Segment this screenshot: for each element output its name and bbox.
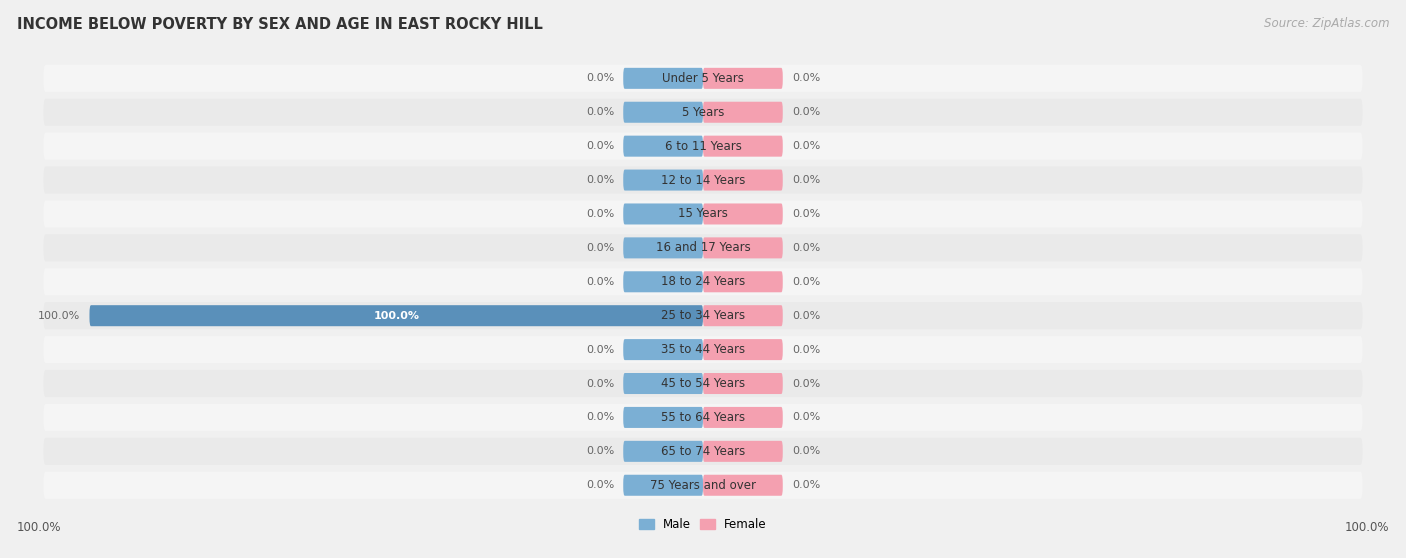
FancyBboxPatch shape bbox=[44, 234, 1362, 262]
FancyBboxPatch shape bbox=[703, 339, 783, 360]
Text: 35 to 44 Years: 35 to 44 Years bbox=[661, 343, 745, 356]
FancyBboxPatch shape bbox=[44, 65, 1362, 92]
FancyBboxPatch shape bbox=[44, 370, 1362, 397]
Text: 0.0%: 0.0% bbox=[792, 446, 820, 456]
Text: 0.0%: 0.0% bbox=[586, 243, 614, 253]
Text: 0.0%: 0.0% bbox=[792, 311, 820, 321]
FancyBboxPatch shape bbox=[703, 204, 783, 224]
FancyBboxPatch shape bbox=[623, 271, 703, 292]
FancyBboxPatch shape bbox=[623, 339, 703, 360]
FancyBboxPatch shape bbox=[44, 472, 1362, 499]
Text: 16 and 17 Years: 16 and 17 Years bbox=[655, 242, 751, 254]
Text: 0.0%: 0.0% bbox=[792, 243, 820, 253]
Text: Source: ZipAtlas.com: Source: ZipAtlas.com bbox=[1264, 17, 1389, 30]
FancyBboxPatch shape bbox=[623, 373, 703, 394]
Text: 0.0%: 0.0% bbox=[792, 480, 820, 490]
FancyBboxPatch shape bbox=[44, 336, 1362, 363]
FancyBboxPatch shape bbox=[623, 237, 703, 258]
Text: 100.0%: 100.0% bbox=[38, 311, 80, 321]
Text: 0.0%: 0.0% bbox=[586, 378, 614, 388]
FancyBboxPatch shape bbox=[703, 68, 783, 89]
Text: 0.0%: 0.0% bbox=[586, 175, 614, 185]
Text: 0.0%: 0.0% bbox=[586, 446, 614, 456]
Legend: Male, Female: Male, Female bbox=[634, 513, 772, 536]
FancyBboxPatch shape bbox=[703, 441, 783, 462]
FancyBboxPatch shape bbox=[623, 136, 703, 157]
FancyBboxPatch shape bbox=[703, 136, 783, 157]
Text: 55 to 64 Years: 55 to 64 Years bbox=[661, 411, 745, 424]
Text: 0.0%: 0.0% bbox=[792, 378, 820, 388]
FancyBboxPatch shape bbox=[703, 373, 783, 394]
Text: 0.0%: 0.0% bbox=[792, 277, 820, 287]
Text: Under 5 Years: Under 5 Years bbox=[662, 72, 744, 85]
FancyBboxPatch shape bbox=[44, 200, 1362, 228]
Text: 0.0%: 0.0% bbox=[792, 209, 820, 219]
Text: 18 to 24 Years: 18 to 24 Years bbox=[661, 275, 745, 288]
FancyBboxPatch shape bbox=[703, 271, 783, 292]
FancyBboxPatch shape bbox=[44, 404, 1362, 431]
FancyBboxPatch shape bbox=[44, 99, 1362, 126]
Text: 12 to 14 Years: 12 to 14 Years bbox=[661, 174, 745, 186]
Text: 25 to 34 Years: 25 to 34 Years bbox=[661, 309, 745, 322]
Text: 0.0%: 0.0% bbox=[586, 73, 614, 83]
Text: 100.0%: 100.0% bbox=[17, 521, 62, 534]
FancyBboxPatch shape bbox=[703, 475, 783, 496]
Text: 0.0%: 0.0% bbox=[586, 345, 614, 354]
FancyBboxPatch shape bbox=[623, 170, 703, 191]
Text: 0.0%: 0.0% bbox=[586, 480, 614, 490]
Text: 0.0%: 0.0% bbox=[586, 141, 614, 151]
FancyBboxPatch shape bbox=[703, 407, 783, 428]
FancyBboxPatch shape bbox=[44, 166, 1362, 194]
FancyBboxPatch shape bbox=[623, 102, 703, 123]
Text: 5 Years: 5 Years bbox=[682, 106, 724, 119]
FancyBboxPatch shape bbox=[703, 170, 783, 191]
FancyBboxPatch shape bbox=[623, 441, 703, 462]
FancyBboxPatch shape bbox=[44, 133, 1362, 160]
FancyBboxPatch shape bbox=[703, 305, 783, 326]
Text: 0.0%: 0.0% bbox=[792, 141, 820, 151]
Text: 0.0%: 0.0% bbox=[792, 412, 820, 422]
Text: 0.0%: 0.0% bbox=[792, 73, 820, 83]
FancyBboxPatch shape bbox=[703, 102, 783, 123]
Text: 45 to 54 Years: 45 to 54 Years bbox=[661, 377, 745, 390]
Text: 0.0%: 0.0% bbox=[586, 412, 614, 422]
FancyBboxPatch shape bbox=[703, 237, 783, 258]
Text: 100.0%: 100.0% bbox=[1344, 521, 1389, 534]
FancyBboxPatch shape bbox=[623, 475, 703, 496]
Text: 15 Years: 15 Years bbox=[678, 208, 728, 220]
Text: 0.0%: 0.0% bbox=[792, 175, 820, 185]
Text: 0.0%: 0.0% bbox=[792, 345, 820, 354]
FancyBboxPatch shape bbox=[44, 268, 1362, 295]
FancyBboxPatch shape bbox=[623, 204, 703, 224]
Text: INCOME BELOW POVERTY BY SEX AND AGE IN EAST ROCKY HILL: INCOME BELOW POVERTY BY SEX AND AGE IN E… bbox=[17, 17, 543, 32]
Text: 100.0%: 100.0% bbox=[373, 311, 419, 321]
Text: 0.0%: 0.0% bbox=[792, 107, 820, 117]
FancyBboxPatch shape bbox=[623, 68, 703, 89]
Text: 0.0%: 0.0% bbox=[586, 277, 614, 287]
Text: 65 to 74 Years: 65 to 74 Years bbox=[661, 445, 745, 458]
FancyBboxPatch shape bbox=[623, 407, 703, 428]
FancyBboxPatch shape bbox=[44, 302, 1362, 329]
Text: 0.0%: 0.0% bbox=[586, 209, 614, 219]
FancyBboxPatch shape bbox=[44, 438, 1362, 465]
Text: 75 Years and over: 75 Years and over bbox=[650, 479, 756, 492]
Text: 6 to 11 Years: 6 to 11 Years bbox=[665, 140, 741, 153]
Text: 0.0%: 0.0% bbox=[586, 107, 614, 117]
FancyBboxPatch shape bbox=[90, 305, 703, 326]
